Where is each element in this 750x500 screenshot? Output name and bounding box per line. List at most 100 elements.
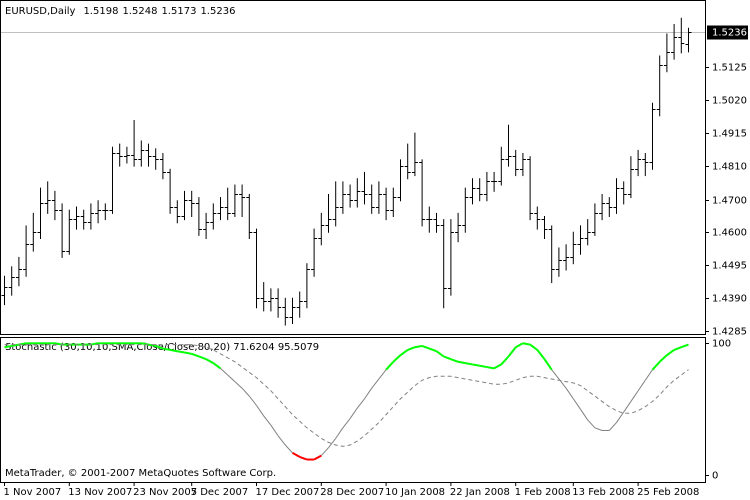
price-pane: [0, 0, 706, 335]
main-line-segment: [630, 390, 639, 402]
price-label-box: [707, 25, 748, 40]
y-tick-label: 1.4600: [712, 228, 747, 239]
main-line-segment: [414, 344, 423, 349]
main-line-segment: [342, 418, 351, 429]
main-line-segment: [536, 349, 546, 360]
main-line-segment: [486, 366, 495, 370]
main-line-segment: [680, 343, 689, 349]
main-line-segment: [407, 346, 416, 351]
main-line-segment: [313, 454, 322, 461]
main-line-segment: [227, 374, 236, 382]
main-line-segment: [385, 361, 395, 371]
x-tick-label: 25 Feb 2008: [637, 487, 699, 498]
main-line-segment: [234, 381, 243, 389]
main-line-segment: [4, 344, 12, 349]
copyright: MetaTrader, © 2001-2007 MetaQuotes Softw…: [5, 468, 276, 479]
main-line-segment: [472, 363, 480, 367]
chart-title: EURUSD,Daily 1.5198 1.5248 1.5173 1.5236: [5, 6, 235, 17]
main-line-segment: [666, 349, 675, 356]
main-line-segment: [529, 343, 538, 351]
main-line-segment: [443, 355, 452, 361]
main-line-segment: [580, 409, 589, 421]
main-line-segment: [263, 415, 272, 426]
main-line-segment: [277, 435, 286, 446]
y-tick-label: 1.4390: [712, 294, 747, 305]
main-line-segment: [256, 405, 265, 417]
main-line-segment: [155, 344, 164, 350]
main-line-segment: [299, 455, 308, 461]
main-line-segment: [220, 368, 229, 376]
main-line-segment: [349, 407, 358, 419]
main-line-segment: [169, 348, 178, 353]
main-line-segment: [623, 401, 632, 413]
x-tick-label: 23 Nov 2007: [133, 487, 197, 498]
last-high: 1.5248: [122, 6, 157, 17]
main-line-segment: [284, 444, 293, 454]
main-line-segment: [364, 387, 373, 400]
main-line-segment: [191, 352, 200, 358]
signal-line: [4, 344, 689, 447]
last-close: 1.5236: [200, 6, 235, 17]
main-line-segment: [399, 349, 409, 356]
main-line-segment: [450, 358, 459, 363]
main-line-segment: [594, 427, 603, 431]
main-line-segment: [378, 369, 387, 380]
main-line-segment: [356, 398, 365, 409]
main-line-segment: [320, 447, 329, 456]
main-line-segment: [428, 347, 437, 353]
x-tick-label: 28 Dec 2007: [320, 487, 384, 498]
last-low: 1.5173: [161, 6, 196, 17]
x-tick-label: 22 Jan 2008: [450, 487, 510, 498]
main-line-segment: [435, 350, 445, 358]
x-tick-label: 1 Nov 2007: [4, 487, 62, 498]
main-line-segment: [241, 387, 250, 397]
main-line-segment: [270, 424, 279, 437]
main-line-segment: [421, 344, 430, 350]
price-label: 1.5236: [712, 28, 747, 39]
y-tick-label: 1.4285: [712, 327, 747, 338]
y-tick-label: 0: [712, 471, 718, 482]
main-line-segment: [11, 343, 20, 347]
x-tick-label: 10 Jan 2008: [385, 487, 445, 498]
main-line-segment: [565, 387, 574, 400]
main-line-segment: [543, 358, 553, 371]
main-line-segment: [465, 362, 473, 366]
main-line-segment: [292, 452, 301, 458]
main-line-segment: [522, 342, 531, 346]
main-line-segment: [457, 360, 466, 365]
y-tick-label: 1.5020: [712, 96, 747, 107]
main-line-segment: [205, 358, 214, 364]
main-line-segment: [335, 427, 344, 439]
y-tick-label: 1.4810: [712, 162, 747, 173]
main-line-segment: [616, 411, 625, 423]
indicator-pane: [0, 337, 706, 483]
main-line-segment: [493, 363, 502, 370]
main-line-segment: [587, 419, 596, 429]
symbol: EURUSD,Daily: [5, 6, 76, 17]
main-line-segment: [371, 378, 380, 389]
main-line-segment: [198, 355, 207, 361]
main-line-segment: [479, 364, 488, 369]
x-tick-label: 13 Nov 2007: [68, 487, 132, 498]
x-tick-label: 5 Dec 2007: [191, 487, 249, 498]
x-tick-label: 1 Feb 2008: [515, 487, 571, 498]
last-open: 1.5198: [83, 6, 118, 17]
main-line-segment: [392, 354, 402, 363]
main-line-segment: [651, 361, 661, 371]
y-tick-label: 1.4495: [712, 261, 747, 272]
main-line-segment: [148, 343, 156, 347]
main-line-segment: [644, 369, 653, 381]
main-line-segment: [659, 354, 668, 363]
main-line-segment: [673, 346, 682, 351]
main-line-segment: [212, 362, 222, 370]
y-tick-label: 1.4915: [712, 129, 747, 140]
y-tick-label: 100: [712, 339, 731, 350]
main-line-segment: [608, 422, 617, 431]
main-line-segment: [162, 347, 171, 351]
main-line-segment: [515, 342, 524, 349]
main-line-segment: [500, 355, 510, 366]
x-tick-label: 17 Dec 2007: [256, 487, 320, 498]
